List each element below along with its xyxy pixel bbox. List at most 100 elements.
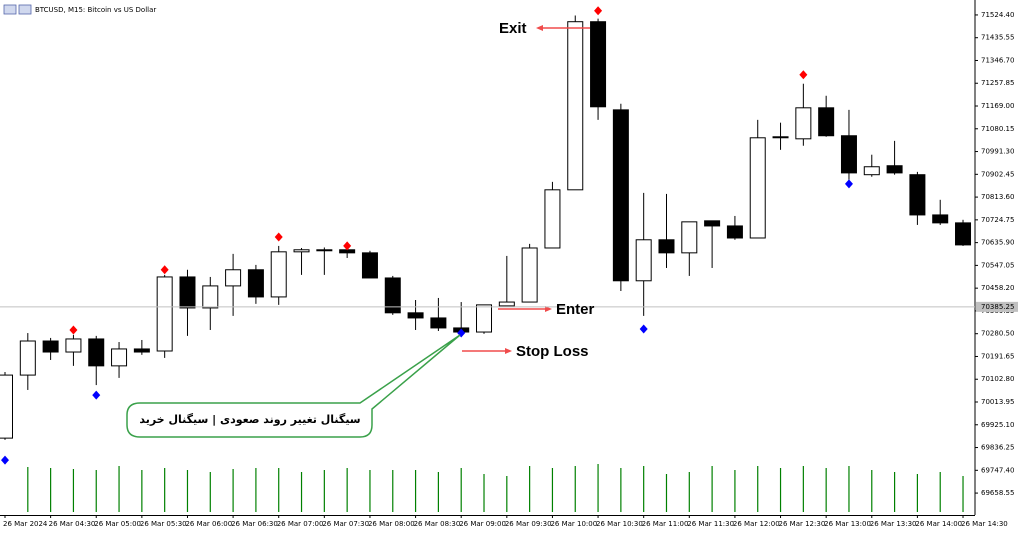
candle-body — [726, 225, 743, 239]
y-tick-label: 70458.20 — [981, 284, 1014, 292]
candle-body — [681, 221, 698, 254]
y-tick-label: 71257.85 — [981, 79, 1014, 87]
x-tick-label: 26 Mar 10:00 — [550, 520, 597, 528]
candle-body — [133, 348, 150, 353]
y-tick-label: 71435.55 — [981, 34, 1014, 42]
candle-body — [316, 249, 333, 252]
x-tick-label: 26 Mar 09:00 — [459, 520, 506, 528]
candle-body — [863, 166, 880, 176]
x-tick-label: 26 Mar 05:00 — [94, 520, 141, 528]
signal-sell — [343, 241, 352, 251]
y-tick-label: 70102.80 — [981, 375, 1014, 383]
signal-sell — [594, 6, 603, 16]
candle-body — [498, 301, 515, 307]
candle-body — [293, 249, 310, 253]
candle-body — [567, 21, 584, 191]
y-tick-label: 71524.40 — [981, 11, 1014, 19]
signal-sell — [160, 265, 169, 275]
callout — [126, 334, 461, 438]
x-tick-label: 26 Mar 12:00 — [733, 520, 780, 528]
signal-sell — [69, 325, 78, 335]
candle-body — [909, 174, 926, 216]
candle-body — [42, 340, 59, 353]
current-price-label: 70385.25 — [981, 303, 1014, 311]
y-tick-label: 69925.10 — [981, 421, 1014, 429]
candle-body — [270, 251, 287, 298]
candle-body — [521, 247, 538, 303]
x-tick-label: 26 Mar 07:30 — [322, 520, 369, 528]
x-tick-label: 26 Mar 08:00 — [368, 520, 415, 528]
candle-body — [430, 317, 447, 329]
candle-body — [361, 252, 378, 279]
candle-body — [225, 269, 242, 287]
x-tick-label: 26 Mar 06:30 — [231, 520, 278, 528]
x-tick-label: 26 Mar 11:00 — [642, 520, 689, 528]
candle-body — [658, 239, 675, 254]
y-tick-label: 70191.65 — [981, 352, 1014, 360]
chart-title: BTCUSD, M15: Bitcoin vs US Dollar — [35, 6, 156, 14]
y-tick-label: 71346.70 — [981, 56, 1014, 64]
y-tick-label: 70280.50 — [981, 330, 1014, 338]
signal-sell — [274, 232, 283, 242]
candle-body — [111, 348, 128, 367]
annotation: Enter — [556, 301, 595, 318]
x-tick-label: 26 Mar 11:30 — [687, 520, 734, 528]
y-tick-label: 70635.90 — [981, 239, 1014, 247]
x-tick-label: 26 Mar 04:30 — [49, 520, 96, 528]
y-tick-label: 71080.15 — [981, 125, 1014, 133]
signal-buy — [92, 390, 101, 400]
x-tick-label: 26 Mar 07:00 — [277, 520, 324, 528]
signal-buy — [1, 455, 9, 465]
x-tick-label: 26 Mar 13:00 — [824, 520, 871, 528]
annotation: Exit — [499, 20, 527, 37]
candle-body — [955, 222, 972, 246]
x-tick-label: 26 Mar 14:00 — [915, 520, 962, 528]
candle-body — [0, 374, 13, 439]
candle-body — [247, 269, 264, 298]
candle-body — [19, 340, 36, 376]
y-tick-label: 69747.40 — [981, 466, 1014, 474]
y-tick-label: 70547.05 — [981, 261, 1014, 269]
signal-buy — [639, 324, 648, 334]
x-tick-label: 26 Mar 05:30 — [140, 520, 187, 528]
y-tick-label: 71169.00 — [981, 102, 1014, 110]
candle-body — [772, 136, 789, 139]
y-tick-label: 70724.75 — [981, 216, 1014, 224]
candle-body — [476, 304, 493, 333]
x-tick-label: 26 Mar 09:30 — [505, 520, 552, 528]
arrows — [462, 25, 590, 354]
candle-body — [88, 338, 105, 367]
y-tick-label: 70902.45 — [981, 170, 1014, 178]
y-tick-label: 69836.25 — [981, 444, 1014, 452]
annotation: Stop Loss — [516, 343, 589, 360]
y-tick-label: 70813.60 — [981, 193, 1014, 201]
signal-sell — [799, 70, 808, 80]
candle-body — [156, 276, 173, 352]
y-tick-label: 70991.30 — [981, 148, 1014, 156]
x-tick-label: 26 Mar 08:30 — [414, 520, 461, 528]
candle-body — [65, 338, 82, 353]
candle-body — [749, 137, 766, 239]
annotation: سیگنال تغییر روند صعودی | سیگنال خرید — [139, 413, 360, 426]
candle-body — [544, 189, 561, 249]
signal-buy — [844, 179, 853, 189]
x-tick-label: 26 Mar 06:00 — [185, 520, 232, 528]
candle-body — [840, 135, 857, 174]
y-tick-label: 69658.55 — [981, 489, 1014, 497]
candle-body — [818, 107, 835, 137]
candle-body — [635, 239, 652, 282]
candle-body — [704, 220, 721, 227]
y-tick-label: 70013.95 — [981, 398, 1014, 406]
x-tick-label: 26 Mar 12:30 — [779, 520, 826, 528]
candle-body — [795, 107, 812, 140]
symbol-icon — [3, 4, 32, 15]
x-tick-label: 26 Mar 10:30 — [596, 520, 643, 528]
candle-body — [886, 165, 903, 174]
candle-body — [202, 285, 219, 309]
x-tick-label: 26 Mar 14:30 — [961, 520, 1008, 528]
x-tick-label: 26 Mar 2024 — [3, 520, 48, 528]
x-tick-label: 26 Mar 13:30 — [870, 520, 917, 528]
current-price-box — [976, 301, 1018, 312]
